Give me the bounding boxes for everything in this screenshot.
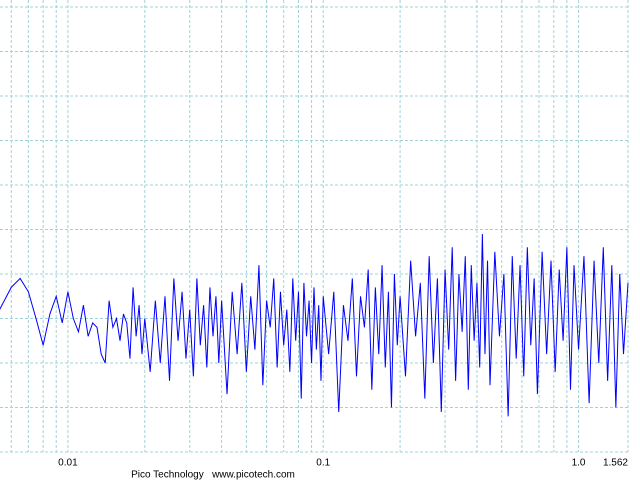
spectrum-line (0, 233, 629, 417)
x-tick-label: 1.562 (603, 458, 628, 469)
x-tick-label: 0.01 (58, 458, 78, 469)
x-tick-label: 1.0 (572, 458, 586, 469)
footer: Pico Technology www.picotech.com (131, 470, 295, 480)
x-tick-label: 0.1 (316, 458, 330, 469)
